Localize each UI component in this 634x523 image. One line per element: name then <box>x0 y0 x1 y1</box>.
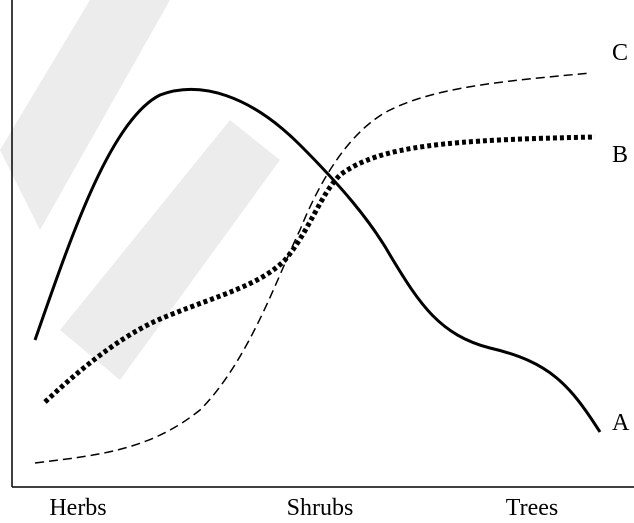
x-axis-label: Herbs <box>49 495 106 521</box>
x-axis-label: Shrubs <box>287 495 354 521</box>
curve-b <box>43 134 596 404</box>
watermark <box>0 0 280 380</box>
curve-label: B <box>612 142 628 168</box>
watermark-stroke <box>60 120 280 380</box>
x-axis-label: Trees <box>506 495 558 521</box>
curve-label: C <box>612 40 628 66</box>
watermark-stroke <box>0 0 170 230</box>
curve-c <box>34 72 591 464</box>
curve-a <box>33 87 602 433</box>
curve-label: A <box>612 410 630 436</box>
